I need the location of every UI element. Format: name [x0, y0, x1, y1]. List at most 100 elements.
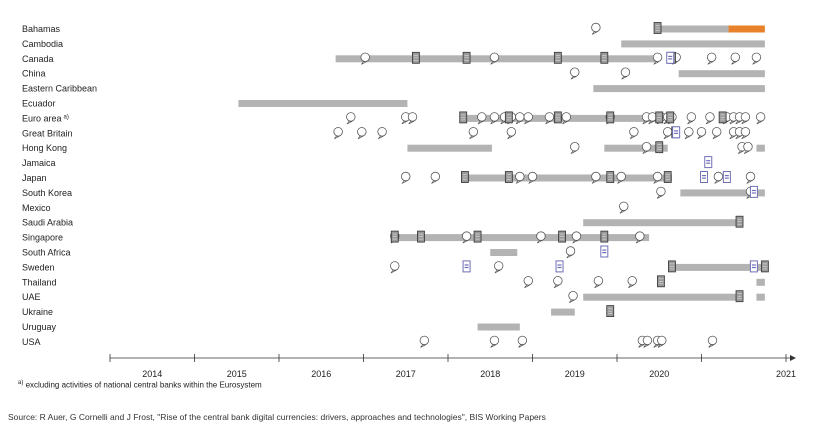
blue-doc-line-japan — [724, 175, 729, 177]
speech-singapore — [571, 231, 582, 241]
speech-hong-kong — [743, 141, 753, 152]
row-label-mexico: Mexico — [22, 203, 51, 213]
blue-doc-line-jamaica — [706, 162, 711, 164]
bar-ukraine — [551, 308, 575, 316]
row-label-ecuador: Ecuador — [22, 99, 56, 109]
speech-hong-kong — [570, 141, 580, 152]
blue-doc-line-sweden — [464, 264, 469, 266]
blue-doc-line-sweden — [751, 266, 756, 269]
speech-great-britain — [712, 127, 722, 137]
blue-doc-line-south-africa — [602, 252, 607, 254]
bar-singapore — [390, 234, 650, 242]
row-label-sweden: Sweden — [22, 262, 55, 272]
speech-china — [570, 67, 580, 77]
blue-doc-jamaica — [704, 156, 713, 169]
row-label-south-korea: South Korea — [22, 188, 72, 198]
row-label-china: China — [22, 69, 46, 79]
speech-euro-area — [477, 112, 487, 122]
speech-euro-area — [561, 112, 572, 122]
speech-thailand — [523, 276, 533, 286]
speech-china — [620, 67, 631, 77]
speech-usa — [489, 335, 500, 346]
footnote-marker: a) — [18, 380, 24, 386]
row-label-canada: Canada — [22, 54, 54, 64]
blue-doc-line-japan — [724, 177, 729, 179]
speech-euro-area — [346, 112, 356, 122]
x-tick-label-2014: 2014 — [142, 369, 162, 379]
speech-great-britain — [333, 127, 343, 137]
bar-hong-kong — [756, 144, 765, 152]
blue-doc-line-sweden — [751, 264, 756, 266]
speech-great-britain — [696, 127, 707, 137]
x-tick-label-2021: 2021 — [776, 369, 796, 379]
speech-singapore — [461, 231, 472, 241]
blue-doc-line-great-britain — [674, 130, 679, 132]
bar-south-africa — [490, 249, 518, 256]
row-label-saudi-arabia: Saudi Arabia — [22, 218, 73, 228]
blue-doc-line-south-korea — [751, 189, 756, 192]
bar-hong-kong — [604, 144, 668, 152]
row-label-singapore: Singapore — [22, 233, 63, 243]
row-label-hong-kong: Hong Kong — [22, 143, 67, 153]
speech-thailand — [593, 276, 604, 286]
speech-usa — [517, 335, 528, 346]
speech-great-britain — [357, 127, 367, 137]
speech-euro-area — [515, 112, 525, 122]
blue-doc-japan — [722, 171, 731, 183]
blue-doc-line-japan — [702, 175, 707, 177]
blue-doc-south-korea — [749, 185, 758, 198]
bar-hong-kong — [407, 144, 492, 152]
row-label-thailand: Thailand — [22, 277, 57, 287]
speech-japan — [401, 171, 411, 182]
bar-ecuador — [238, 100, 408, 107]
blue-doc-japan — [700, 171, 709, 183]
blue-doc-line-south-africa — [602, 249, 607, 251]
speech-sweden — [390, 261, 400, 271]
speech-sweden — [494, 261, 504, 271]
row-label-eastern-caribbean: Eastern Caribbean — [22, 84, 97, 94]
bar-cambodia — [621, 40, 765, 48]
speech-south-africa — [565, 246, 576, 256]
x-tick-label-2020: 2020 — [649, 369, 669, 379]
speech-euro-area — [489, 112, 500, 122]
bar-china — [678, 70, 765, 78]
speech-euro-area — [523, 112, 533, 122]
row-label-japan: Japan — [22, 173, 47, 183]
blue-doc-great-britain — [672, 126, 681, 139]
row-label-uae: UAE — [22, 292, 41, 302]
speech-thailand — [553, 276, 563, 286]
blue-doc-sweden — [749, 260, 758, 273]
speech-euro-area — [740, 112, 751, 122]
speech-japan — [591, 171, 601, 182]
blue-doc-line-south-korea — [751, 192, 756, 194]
speech-canada — [360, 52, 370, 63]
speech-canada — [730, 52, 741, 63]
speech-euro-area — [407, 112, 418, 122]
blue-doc-line-sweden — [557, 264, 562, 266]
speech-south-korea — [656, 186, 666, 197]
speech-great-britain — [663, 127, 673, 137]
blue-doc-line-canada — [668, 55, 673, 57]
speech-euro-area — [755, 112, 766, 122]
speech-great-britain — [506, 127, 517, 137]
row-label-cambodia: Cambodia — [22, 39, 63, 49]
row-label-ukraine: Ukraine — [22, 307, 53, 317]
speech-canada — [489, 52, 500, 63]
blue-doc-line-japan — [702, 177, 707, 179]
speech-euro-area — [686, 112, 697, 122]
speech-japan — [713, 171, 724, 182]
bar-uae — [756, 293, 765, 301]
blue-doc-sweden — [555, 260, 564, 273]
speech-japan — [430, 171, 441, 182]
bar-uruguay — [477, 323, 520, 331]
x-tick-label-2019: 2019 — [565, 369, 585, 379]
speech-bahamas — [591, 22, 601, 33]
bar-eastern-caribbean — [593, 85, 765, 93]
speech-mexico — [619, 201, 629, 212]
speech-usa — [642, 335, 653, 346]
speech-great-britain — [684, 127, 694, 137]
bar-thailand — [756, 278, 765, 286]
row-label-usa: USA — [22, 337, 41, 347]
speech-usa — [707, 335, 718, 346]
